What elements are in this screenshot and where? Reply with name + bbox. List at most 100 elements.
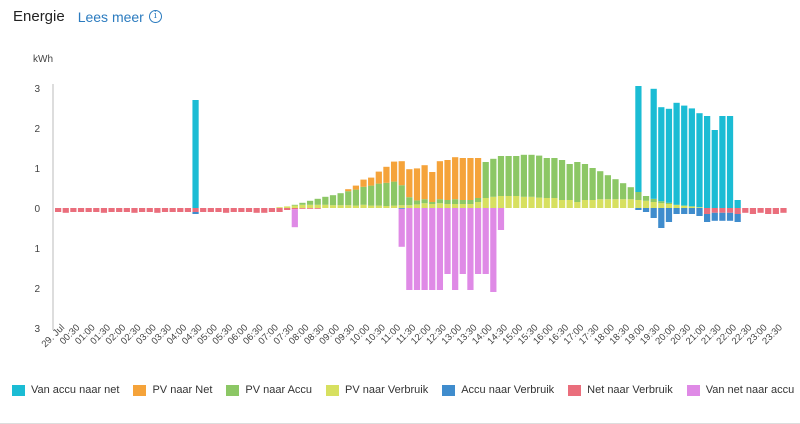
bar bbox=[398, 185, 405, 206]
bar bbox=[299, 204, 306, 208]
bar bbox=[650, 88, 657, 199]
legend-item[interactable]: Van accu naar net bbox=[12, 384, 119, 396]
bar bbox=[93, 208, 100, 212]
bar bbox=[635, 86, 642, 192]
bar bbox=[192, 208, 199, 212]
bar bbox=[62, 208, 69, 213]
bar bbox=[421, 208, 428, 290]
bar bbox=[543, 158, 550, 198]
bar bbox=[681, 208, 688, 214]
bar bbox=[322, 204, 329, 208]
bar bbox=[665, 204, 673, 208]
legend-label: Net naar Verbruik bbox=[587, 384, 673, 396]
bar bbox=[467, 158, 474, 200]
bar bbox=[719, 212, 726, 221]
read-more-link[interactable]: Lees meer i bbox=[78, 9, 162, 25]
bar bbox=[306, 200, 314, 205]
legend-item[interactable]: PV naar Net bbox=[133, 384, 212, 396]
bar bbox=[406, 197, 413, 206]
bar bbox=[421, 203, 428, 208]
bar bbox=[222, 208, 230, 213]
info-icon[interactable]: i bbox=[148, 10, 162, 23]
bar bbox=[749, 208, 757, 214]
bar bbox=[704, 208, 711, 214]
bar bbox=[146, 208, 153, 212]
bar bbox=[665, 208, 673, 222]
bar bbox=[161, 208, 169, 212]
legend-swatch bbox=[12, 384, 25, 396]
bar bbox=[436, 161, 444, 200]
bar bbox=[368, 205, 375, 208]
chart-header: Energie Lees meer i bbox=[13, 8, 162, 25]
bar bbox=[375, 205, 382, 208]
chart-title: Energie bbox=[13, 8, 65, 25]
bar bbox=[192, 212, 199, 214]
bar bbox=[726, 212, 734, 221]
bar bbox=[558, 160, 566, 200]
bar bbox=[452, 208, 459, 290]
bar bbox=[482, 162, 489, 198]
bar bbox=[398, 208, 405, 247]
bar bbox=[421, 165, 428, 200]
bar bbox=[726, 116, 734, 208]
legend-label: Van net naar accu bbox=[705, 384, 795, 396]
bar bbox=[314, 208, 321, 209]
bar bbox=[627, 187, 634, 200]
bar bbox=[436, 208, 444, 290]
legend-label: PV naar Net bbox=[152, 384, 213, 396]
bar bbox=[253, 208, 260, 213]
bar bbox=[314, 204, 321, 208]
bar bbox=[597, 199, 604, 208]
bar bbox=[597, 171, 604, 200]
bar bbox=[658, 208, 665, 228]
y-tick-label: 3 bbox=[34, 324, 40, 335]
bar bbox=[474, 202, 482, 208]
bar bbox=[421, 199, 428, 204]
bar bbox=[665, 202, 673, 204]
bar bbox=[375, 171, 382, 184]
bar bbox=[490, 196, 497, 208]
legend-label: Accu naar Verbruik bbox=[461, 384, 555, 396]
bar bbox=[337, 193, 344, 206]
bar bbox=[520, 196, 527, 208]
bar bbox=[345, 205, 352, 208]
bar bbox=[55, 208, 62, 212]
bar bbox=[726, 208, 734, 213]
bar bbox=[704, 116, 711, 208]
bar bbox=[673, 102, 680, 205]
bar bbox=[574, 202, 581, 208]
bar bbox=[230, 208, 237, 212]
bar bbox=[459, 200, 466, 204]
bar bbox=[116, 208, 123, 212]
bar bbox=[474, 158, 482, 198]
legend-label: PV naar Accu bbox=[245, 384, 313, 396]
bar bbox=[581, 164, 589, 200]
bar bbox=[436, 203, 444, 208]
bar bbox=[131, 208, 138, 213]
bar bbox=[734, 214, 741, 222]
bar bbox=[658, 107, 665, 202]
bar bbox=[497, 156, 505, 196]
bar bbox=[154, 208, 161, 213]
bar bbox=[284, 206, 291, 208]
bar bbox=[589, 168, 596, 200]
bar bbox=[291, 208, 298, 210]
legend-item[interactable]: PV naar Verbruik bbox=[326, 384, 428, 396]
bar bbox=[352, 205, 360, 208]
bar bbox=[665, 108, 673, 203]
bar bbox=[658, 201, 665, 204]
legend-item[interactable]: PV naar Accu bbox=[226, 384, 312, 396]
legend-item[interactable]: Accu naar Verbruik bbox=[442, 384, 554, 396]
bar bbox=[604, 175, 611, 200]
bar bbox=[383, 182, 390, 206]
bar bbox=[360, 179, 367, 187]
bar bbox=[490, 158, 497, 197]
bar bbox=[70, 208, 77, 212]
read-more-label[interactable]: Lees meer bbox=[77, 8, 144, 25]
bar bbox=[108, 208, 115, 212]
y-tick-label: 0 bbox=[34, 204, 40, 215]
bar bbox=[207, 208, 214, 212]
legend-item[interactable]: Van net naar accu bbox=[686, 384, 795, 396]
legend-item[interactable]: Net naar Verbruik bbox=[568, 384, 673, 396]
